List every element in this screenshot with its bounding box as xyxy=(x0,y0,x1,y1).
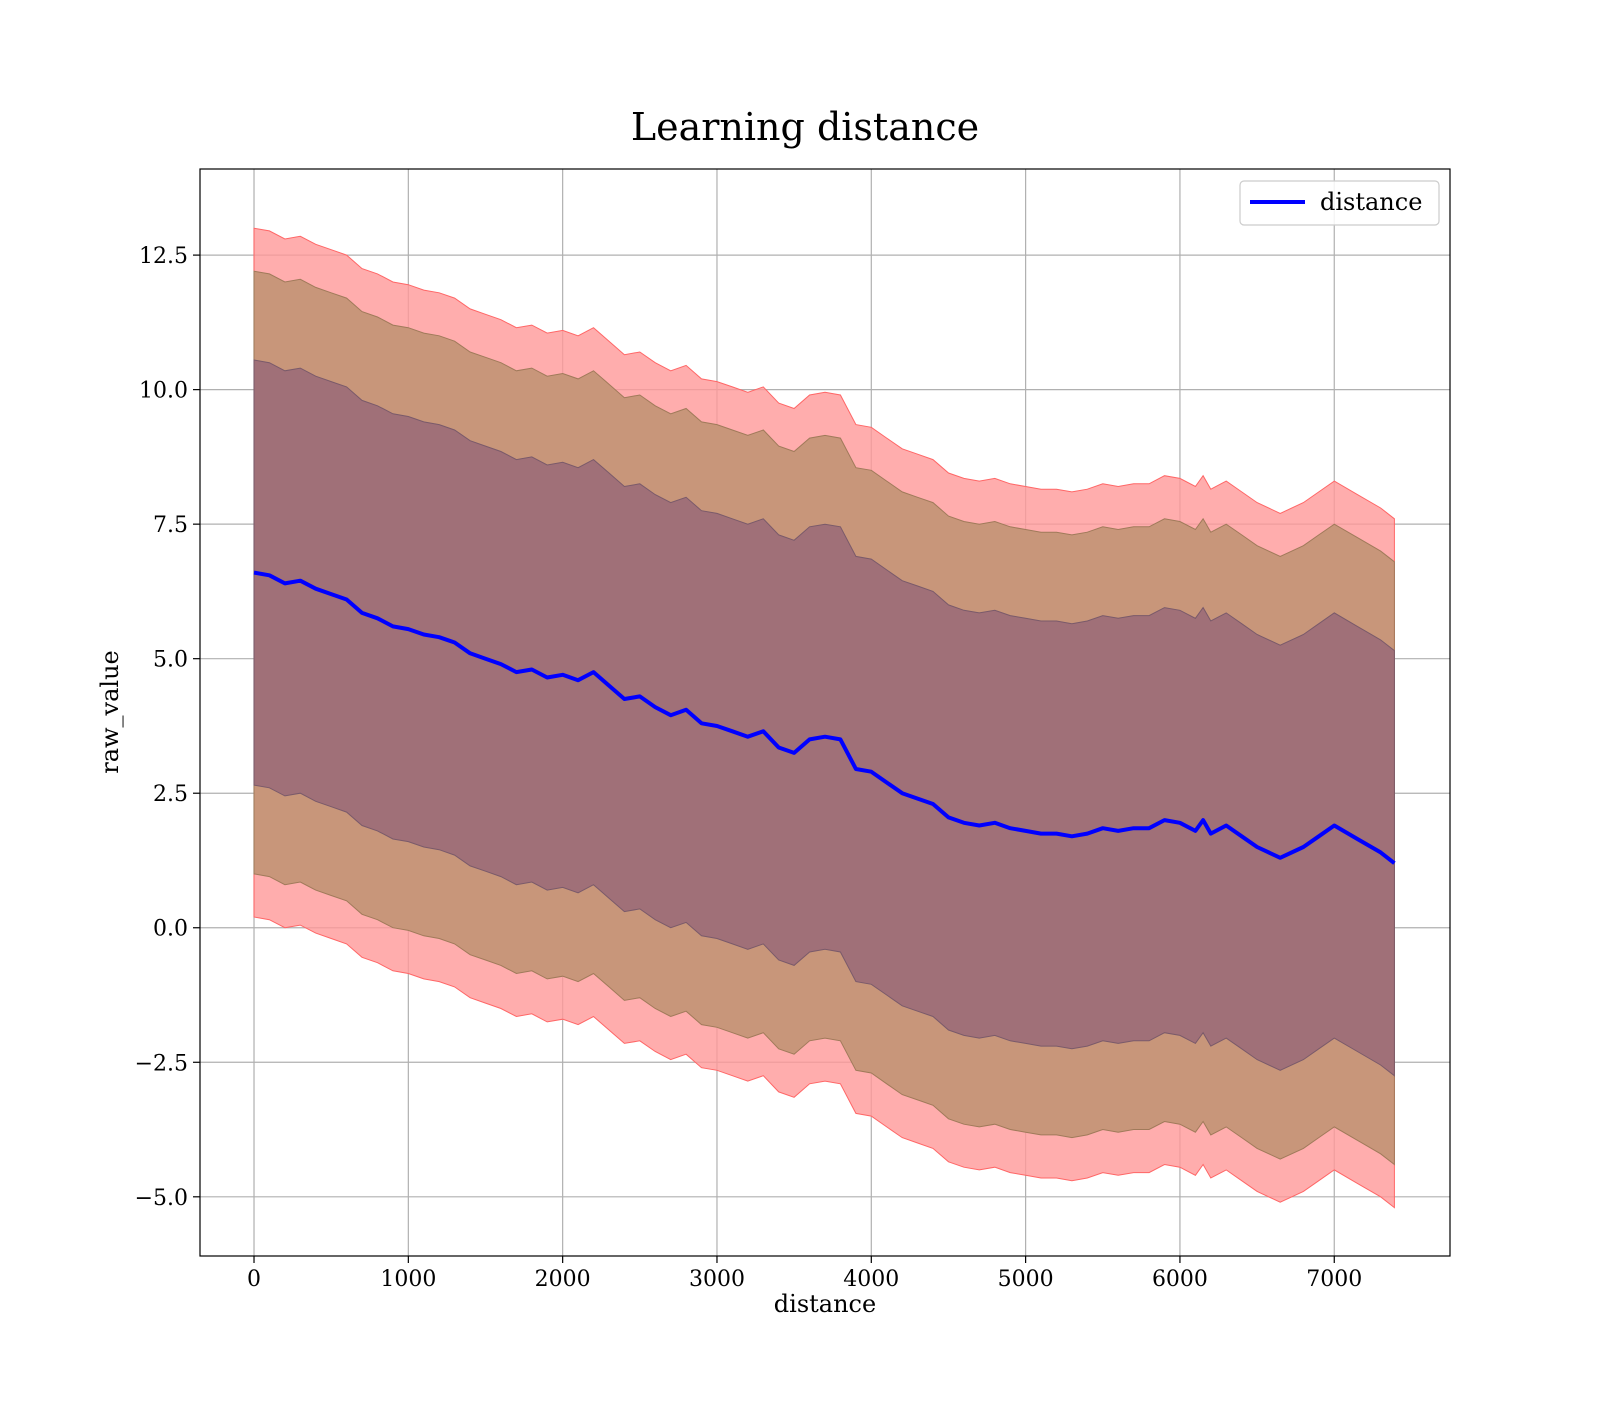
legend-label-distance: distance xyxy=(1320,188,1422,216)
x-tick-label: 1000 xyxy=(380,1267,436,1292)
x-tick-label: 4000 xyxy=(843,1267,899,1292)
y-tick-label: 12.5 xyxy=(139,244,188,269)
x-tick-label: 6000 xyxy=(1152,1267,1208,1292)
legend-box xyxy=(1239,180,1440,226)
x-tick-label: 2000 xyxy=(535,1267,591,1292)
confidence-bands xyxy=(253,227,1395,1209)
y-tick-label: 5.0 xyxy=(153,648,188,673)
y-tick-label: −5.0 xyxy=(135,1186,188,1211)
chart-title: Learning distance xyxy=(631,105,979,149)
x-axis-label: distance xyxy=(774,1290,876,1318)
y-tick-label: 2.5 xyxy=(153,782,188,807)
y-tick-label: 7.5 xyxy=(153,513,188,538)
legend: distance xyxy=(1239,180,1440,226)
band-inner xyxy=(253,359,1395,1077)
y-tick-label: 10.0 xyxy=(139,379,188,404)
series-lines xyxy=(253,570,1396,865)
plot-frame xyxy=(199,168,1451,1257)
y-axis-label: raw_value xyxy=(96,650,124,774)
y-axis-ticks: −5.0 −2.5 0.0 2.5 5.0 7.5 10.0 12.5 xyxy=(135,244,200,1211)
y-tick-label: 0.0 xyxy=(153,917,188,942)
x-tick-label: 3000 xyxy=(689,1267,745,1292)
x-axis-ticks: 0 1000 2000 3000 4000 5000 6000 7000 xyxy=(247,1256,1362,1292)
x-tick-label: 5000 xyxy=(998,1267,1054,1292)
series-line-distance xyxy=(253,570,1396,865)
x-tick-label: 0 xyxy=(247,1267,261,1292)
x-tick-label: 7000 xyxy=(1306,1267,1362,1292)
y-tick-label: −2.5 xyxy=(135,1051,188,1076)
